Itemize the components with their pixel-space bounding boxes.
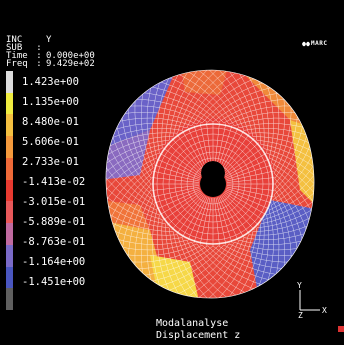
caption-line2: Displacement z [156,330,241,341]
legend-label: -3.015e-01 [22,196,86,208]
axis-y-label: Y [297,281,302,290]
inner-ring [152,123,274,245]
legend-label: -1.451e+00 [22,276,86,288]
legend-label: -1.164e+00 [22,256,86,268]
info-separator: : [36,51,42,61]
legend-swatch [6,136,13,159]
legend-color-bar [6,71,13,311]
legend-label: 5.606e-01 [22,136,79,148]
legend-swatch [6,223,13,246]
corner-marker [338,326,344,332]
caption-line1: Modalanalyse [156,318,229,329]
info-value: Y [46,35,52,45]
legend-swatch [6,244,13,268]
info-key: Time [6,51,28,61]
legend-swatch [6,179,13,202]
info-value: 9.429e+02 [46,59,95,69]
axis-x-label: X [322,306,327,315]
info-key: SUB [6,43,23,53]
info-row: Time:0.000e+00 [6,51,95,61]
info-key: Freq [6,59,28,69]
center-hole [200,171,226,197]
legend-swatch [6,288,13,311]
caption: Modalanalyse Displacement z [156,318,240,342]
legend-swatch [6,114,13,137]
marc-logo: MARC [302,40,327,47]
legend-label: 1.135e+00 [22,96,79,108]
legend-label: -5.889e-01 [22,216,86,228]
legend-label: 8.480e-01 [22,116,79,128]
info-key: INC [6,35,23,45]
info-row: SUB: [6,43,95,53]
legend-label: 2.733e-01 [22,156,79,168]
info-separator: : [36,43,42,53]
legend-label: -1.413e-02 [22,176,86,188]
disc-outline [105,69,315,299]
axis-triad: Y Z X [297,281,327,320]
legend-swatch [6,201,13,224]
logo-text: MARC [311,40,328,47]
legend-swatch [6,92,13,115]
info-separator: : [36,59,42,69]
legend-swatch [6,266,13,289]
legend-label: -8.763e-01 [22,236,86,248]
info-row: INC Y [6,35,95,45]
marc-logo-icon [302,41,310,46]
legend-swatch [6,71,13,94]
info-row: Freq:9.429e+02 [6,59,95,69]
axis-z-label: Z [298,311,303,320]
legend-swatch [6,157,13,181]
legend-label: 1.423e+00 [22,76,79,88]
info-block: INC Y SUB: Time:0.000e+00 Freq:9.429e+02 [6,35,95,69]
info-value: 0.000e+00 [46,51,95,61]
